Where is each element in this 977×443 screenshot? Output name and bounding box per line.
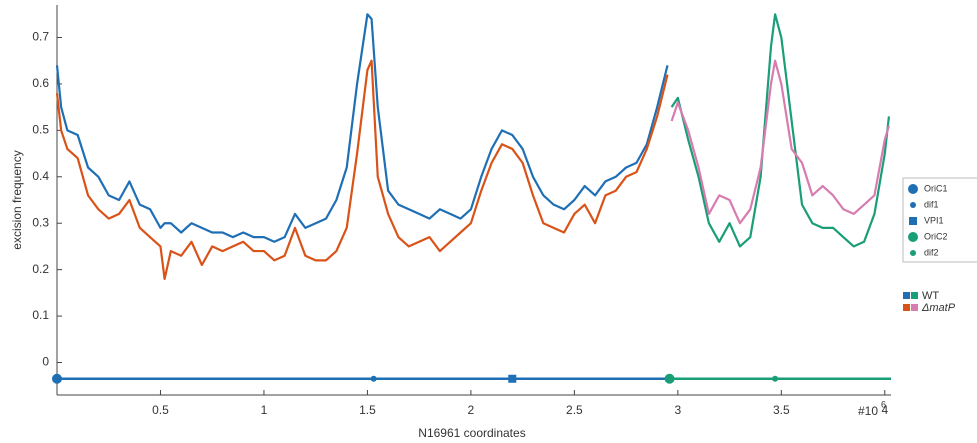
site-marker xyxy=(772,375,779,382)
data-line xyxy=(55,13,669,243)
x-tick-label: 2.5 xyxy=(566,403,583,417)
legend-label: WT xyxy=(922,290,939,302)
y-tick-label: 0.5 xyxy=(32,123,49,137)
legend-label: dif2 xyxy=(924,247,939,257)
x-tick-label: 0.5 xyxy=(152,403,169,417)
site-marker xyxy=(908,184,918,194)
data-line xyxy=(670,59,890,225)
site-marker xyxy=(370,375,377,382)
legend-label: OriC2 xyxy=(924,231,948,241)
y-axis-label: excision frequency xyxy=(10,150,24,249)
site-marker xyxy=(910,202,916,208)
x-tick-label: 2 xyxy=(468,403,475,417)
x-tick-label: 1 xyxy=(261,403,268,417)
legend-swatch xyxy=(903,304,910,311)
legend-label: ΔmatP xyxy=(921,302,956,314)
site-marker xyxy=(52,373,62,384)
site-marker xyxy=(508,374,517,383)
x-multiplier-base: #10 xyxy=(858,404,878,418)
legend-label: OriC1 xyxy=(924,183,948,193)
site-marker xyxy=(910,250,916,256)
legend-label: dif1 xyxy=(924,199,939,209)
legend-swatch xyxy=(911,304,918,311)
x-axis-label: N16961 coordinates xyxy=(418,426,525,440)
data-line xyxy=(55,59,669,281)
site-marker xyxy=(909,217,917,225)
y-tick-label: 0 xyxy=(42,355,49,369)
site-marker xyxy=(664,373,675,384)
y-tick-label: 0.2 xyxy=(32,262,49,276)
legend-swatch xyxy=(911,292,918,299)
legend-swatch xyxy=(903,292,910,299)
x-tick-label: 4 xyxy=(881,403,888,417)
y-tick-label: 0.1 xyxy=(32,308,49,322)
legend-label: VPI1 xyxy=(924,215,944,225)
y-tick-label: 0.6 xyxy=(32,76,49,90)
y-tick-label: 0.7 xyxy=(32,30,49,44)
y-tick-label: 0.4 xyxy=(32,169,49,183)
x-tick-label: 1.5 xyxy=(359,403,376,417)
data-line xyxy=(670,13,891,248)
site-marker xyxy=(908,232,918,242)
x-tick-label: 3 xyxy=(674,403,681,417)
x-multiplier-exponent: 6 xyxy=(881,399,886,409)
x-tick-label: 3.5 xyxy=(773,403,790,417)
y-tick-label: 0.3 xyxy=(32,215,49,229)
